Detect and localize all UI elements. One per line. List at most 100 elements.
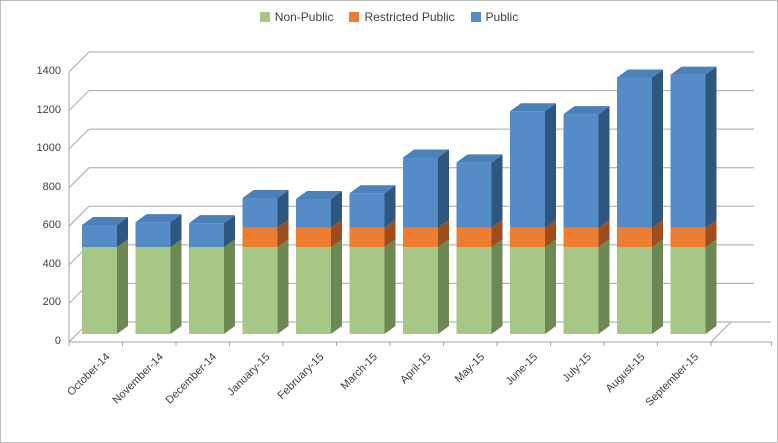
bar-segment-side — [438, 239, 449, 334]
bar-segment-front — [510, 247, 545, 334]
bar-segment-front — [510, 227, 545, 248]
bar-segment-front — [296, 227, 331, 248]
bar-segment-front — [670, 74, 706, 228]
bar-segment-side — [117, 217, 128, 248]
bar-top-face — [456, 154, 503, 163]
bar-segment-side — [384, 219, 396, 248]
floor-edge-diagonal — [710, 321, 732, 343]
bar-segment-front — [82, 247, 117, 334]
bar-segment-side — [331, 191, 342, 228]
bar-top-face — [296, 191, 342, 199]
bar-segment-side — [598, 239, 610, 334]
bar-segment-front — [403, 227, 438, 248]
bar-segment-front — [242, 247, 278, 334]
bar-segment-front — [296, 199, 331, 228]
bar-top-face — [242, 190, 289, 199]
bar-segment-front — [456, 227, 492, 248]
bar-top-face — [135, 214, 182, 223]
bar-segment-side — [331, 219, 342, 248]
bar-segment-side — [438, 149, 449, 228]
bar-segment-front — [189, 247, 224, 334]
y-axis-tick-label: 400 — [42, 257, 61, 270]
gridline-diagonal — [68, 90, 90, 111]
legend-item: Public — [470, 10, 519, 24]
chart-legend: Non-Public Restricted Public Public — [1, 10, 777, 24]
bar-segment-front — [403, 157, 438, 228]
bar-segment-side — [705, 219, 717, 248]
bar-segment-side — [224, 239, 235, 334]
y-axis-tick-label: 600 — [42, 219, 61, 232]
y-axis-tick-label: 200 — [42, 296, 61, 309]
bar-segment-side — [652, 69, 663, 228]
bar-segment-side — [491, 154, 503, 228]
bar-segment-side — [224, 215, 235, 248]
bar-top-face — [510, 103, 556, 112]
bar-segment-side — [545, 239, 556, 334]
gridline-diagonal — [68, 167, 90, 189]
y-axis-tick-label: 1400 — [36, 65, 61, 77]
bar-segment-front — [135, 222, 171, 248]
bar-segment-front — [563, 114, 599, 228]
bar-segment-front — [403, 247, 438, 334]
bar-segment-front — [82, 225, 117, 248]
bar-segment-side — [384, 239, 396, 334]
gridline-diagonal — [68, 128, 90, 150]
bar-segment-side — [277, 190, 289, 228]
gridline-diagonal — [68, 51, 90, 73]
bar-top-face — [403, 149, 449, 158]
bar-segment-side — [652, 219, 663, 248]
bar-segment-side — [277, 239, 289, 334]
bar-segment-front — [189, 223, 224, 248]
bar-segment-side — [491, 239, 503, 334]
bar-segment-side — [545, 103, 556, 228]
bar-segment-side — [705, 239, 717, 334]
y-axis-tick-label: 0 — [54, 335, 61, 347]
bar-segment-front — [510, 111, 545, 228]
bar-segment-front — [349, 227, 385, 248]
bar-top-face — [670, 66, 717, 75]
legend-swatch-icon — [470, 12, 481, 22]
bar-segment-front — [617, 77, 652, 228]
bar-segment-front — [242, 227, 278, 248]
legend-item: Restricted Public — [349, 10, 455, 24]
bar-segment-front — [563, 227, 599, 248]
bar-segment-side — [545, 219, 556, 248]
bar-segment-side — [705, 66, 717, 228]
bar-segment-front — [296, 247, 331, 334]
bar-segment-side — [331, 239, 342, 334]
bar-top-face — [349, 185, 396, 194]
y-axis-tick-label: 1200 — [36, 103, 61, 116]
bar-segment-side — [384, 185, 396, 228]
bar-segment-side — [170, 239, 182, 334]
bar-segment-side — [117, 239, 128, 334]
bar-segment-front — [349, 247, 385, 334]
bar-segment-front — [242, 198, 278, 228]
bar-segment-front — [670, 247, 706, 334]
gridline-diagonal — [68, 205, 90, 227]
y-axis-tick-label: 1000 — [36, 142, 61, 155]
legend-swatch-icon — [259, 12, 270, 22]
bar-segment-side — [598, 106, 610, 228]
bar-segment-front — [135, 247, 171, 334]
bar-segment-side — [598, 219, 610, 248]
bar-segment-side — [277, 219, 289, 248]
legend-label: Non-Public — [274, 10, 334, 24]
bar-segment-front — [349, 193, 385, 228]
bar-top-face — [563, 106, 610, 115]
y-axis-tick-label: 800 — [42, 180, 61, 193]
bar-segment-front — [563, 247, 599, 334]
legend-swatch-icon — [349, 12, 360, 22]
bar-top-face — [617, 69, 663, 78]
bar-segment-side — [170, 214, 182, 248]
legend-label: Public — [485, 10, 519, 24]
bar-segment-front — [617, 247, 652, 334]
bar-top-face — [189, 215, 235, 224]
bar-segment-side — [438, 219, 449, 248]
bar-top-face — [82, 217, 128, 226]
bar-segment-side — [652, 239, 663, 334]
legend-label: Restricted Public — [364, 10, 455, 24]
bar-segment-front — [670, 227, 706, 248]
bar-segment-front — [456, 162, 492, 228]
legend-item: Non-Public — [259, 10, 334, 24]
